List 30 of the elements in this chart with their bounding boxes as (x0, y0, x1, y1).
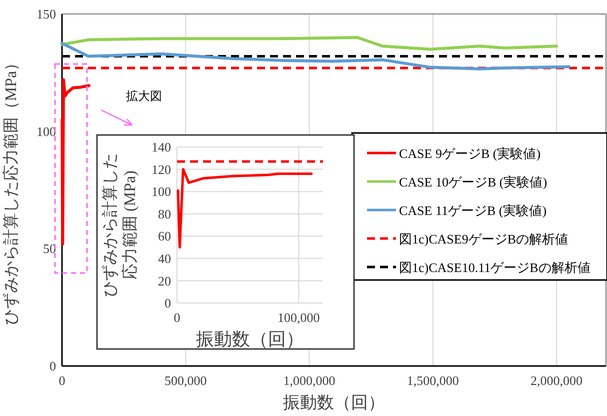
x-tick-label: 1,500,000 (406, 373, 459, 388)
x-axis-title: 振動数（回） (196, 329, 304, 349)
line-series (60, 36, 558, 51)
y-tick-label: 40 (158, 250, 171, 266)
annotation: 拡大図 (126, 89, 162, 103)
y-tick-label: 60 (158, 228, 171, 244)
line-series (176, 168, 313, 249)
y-tick-label: 140 (152, 140, 171, 155)
x-tick-label: 100,000 (278, 310, 320, 325)
x-tick-label: 500,000 (164, 373, 207, 388)
y-tick-label: 0 (50, 358, 56, 374)
y-axis-title: ひずみから計算した応力範囲（MPa） (2, 54, 20, 326)
x-tick-label: 0 (58, 373, 66, 388)
y-tick-label: 150 (36, 6, 56, 22)
line-series (60, 78, 90, 246)
legend-label: CASE 11ゲージB (実験値) (399, 203, 547, 218)
legend-label: 図1c)CASE9ゲージBの解析値 (399, 232, 568, 246)
legend-label: CASE 10ゲージB (実験値) (399, 174, 548, 190)
x-tick-label: 2,000,000 (530, 373, 583, 388)
legend-label: CASE 9ゲージB (実験値) (399, 146, 541, 161)
line-series (60, 42, 570, 70)
y-tick-label: 80 (158, 206, 171, 222)
y-tick-label: 0 (164, 296, 171, 311)
y-axis-title: ひずみから計算した応力範囲 (MPa) (101, 153, 139, 297)
legend-label: 図1c)CASE10.11ゲージBの解析値 (399, 260, 590, 275)
x-tick-label: 1,000,000 (283, 373, 336, 388)
y-tick-label: 100 (152, 184, 171, 200)
x-axis-title: 振動数（回） (283, 393, 385, 412)
y-tick-label: 120 (152, 162, 171, 177)
y-tick-label: 20 (158, 273, 171, 288)
